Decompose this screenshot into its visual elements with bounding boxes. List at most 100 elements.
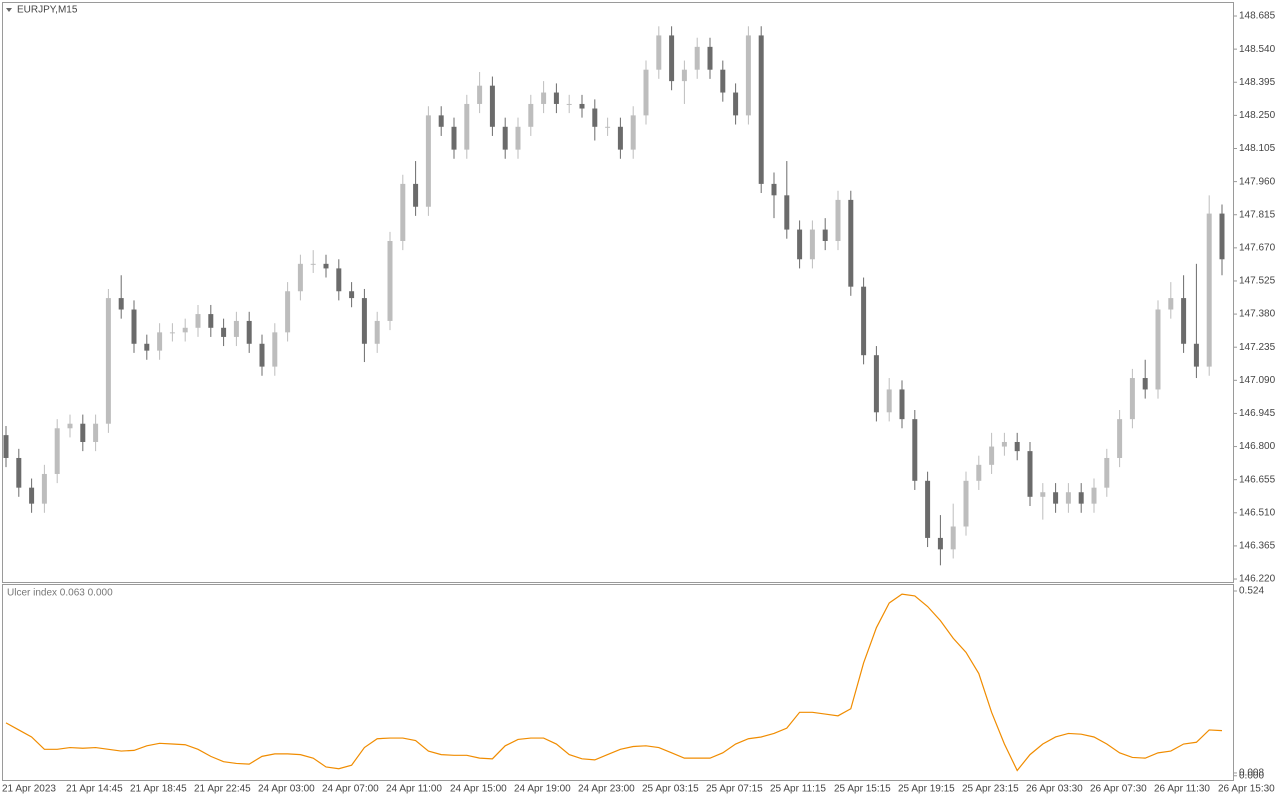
indicator-panel: [2, 584, 1234, 781]
candle-body: [1219, 213, 1225, 260]
y-tick-label: 147.815: [1239, 209, 1276, 220]
candle-body: [272, 332, 278, 367]
candle-body: [131, 309, 137, 344]
candle-body: [656, 35, 662, 70]
candle-body: [451, 126, 457, 150]
candle-body: [617, 126, 623, 150]
candle-body: [157, 332, 163, 351]
y-tick-label: 147.090: [1239, 375, 1276, 386]
x-tick-label: 25 Apr 19:15: [898, 784, 955, 795]
x-tick-label: 24 Apr 07:00: [322, 784, 379, 795]
candle-body: [464, 103, 470, 150]
candle-body: [963, 480, 969, 527]
candle-body: [1117, 419, 1123, 458]
x-tick-label: 21 Apr 18:45: [130, 784, 187, 795]
x-tick-label: 25 Apr 03:15: [642, 784, 699, 795]
candle-body: [182, 327, 188, 333]
candle-body: [694, 46, 700, 70]
x-tick-label: 21 Apr 22:45: [194, 784, 251, 795]
candle-body: [246, 320, 252, 344]
candle-body: [950, 526, 956, 550]
candle-body: [1040, 492, 1046, 497]
candle-body: [169, 332, 175, 334]
candle-body: [1014, 441, 1020, 452]
candle-body: [848, 199, 854, 287]
candle-body: [413, 183, 419, 207]
candle-body: [861, 286, 867, 356]
candle-body: [720, 69, 726, 93]
x-tick-label: 24 Apr 19:00: [514, 784, 571, 795]
candle-body: [400, 183, 406, 241]
candle-body: [809, 229, 815, 260]
candle-body: [835, 199, 841, 241]
candle-body: [502, 126, 508, 150]
candle-body: [886, 389, 892, 413]
x-tick-label: 26 Apr 15:30: [1218, 784, 1275, 795]
main-panel: [2, 2, 1234, 583]
candle-body: [989, 446, 995, 465]
candle-body: [925, 480, 931, 538]
candle-body: [361, 298, 367, 344]
chart-title: EURJPY,M15: [17, 5, 78, 16]
x-tick-label: 24 Apr 15:00: [450, 784, 507, 795]
candle-body: [1078, 492, 1084, 504]
x-tick-label: 21 Apr 14:45: [66, 784, 123, 795]
candle-body: [1027, 451, 1033, 497]
y-tick-label: 147.235: [1239, 342, 1276, 353]
candle-body: [707, 46, 713, 70]
y-tick-label: 147.525: [1239, 276, 1276, 287]
candle-body: [912, 419, 918, 481]
candle-body: [937, 537, 943, 550]
candle-body: [899, 389, 905, 420]
candle-body: [3, 435, 9, 458]
x-tick-label: 21 Apr 2023: [2, 784, 56, 795]
candle-body: [1065, 492, 1071, 504]
y-tick-label: 147.380: [1239, 309, 1276, 320]
y-tick-label: 146.220: [1239, 574, 1276, 585]
candle-body: [1053, 492, 1059, 504]
candle-body: [1181, 298, 1187, 344]
candle-body: [1129, 378, 1135, 420]
candle-body: [105, 298, 111, 424]
y-tick-label: 147.670: [1239, 242, 1276, 253]
candle-body: [93, 423, 99, 442]
indicator-line: [5, 593, 1223, 772]
candle-body: [323, 263, 329, 269]
candle-body: [1206, 213, 1212, 367]
y-tick-label: 148.250: [1239, 110, 1276, 121]
x-tick-label: 24 Apr 03:00: [258, 784, 315, 795]
y-tick-label: 148.105: [1239, 143, 1276, 154]
x-tick-label: 25 Apr 07:15: [706, 784, 763, 795]
candle-body: [745, 35, 751, 116]
candle-body: [336, 268, 342, 292]
candle-body: [733, 92, 739, 116]
candle-body: [310, 263, 316, 265]
candle-body: [374, 320, 380, 344]
menu-arrow[interactable]: [6, 8, 12, 12]
candle-body: [1091, 487, 1097, 504]
candle-body: [195, 314, 201, 328]
candle-body: [54, 428, 60, 474]
x-tick-label: 24 Apr 23:00: [578, 784, 635, 795]
candle-body: [515, 126, 521, 150]
candle-body: [771, 183, 777, 196]
candle-body: [41, 473, 47, 504]
candle-body: [259, 343, 265, 367]
y-tick-label: 148.395: [1239, 77, 1276, 88]
candle-body: [29, 487, 35, 504]
x-tick-label: 25 Apr 23:15: [962, 784, 1019, 795]
candle-body: [118, 298, 124, 310]
x-tick-label: 25 Apr 11:15: [770, 784, 826, 795]
y-tick-label: 146.945: [1239, 408, 1276, 419]
candle-body: [681, 69, 687, 82]
candle-body: [541, 92, 547, 104]
candle-body: [528, 103, 534, 127]
candle-body: [1168, 298, 1174, 310]
y-tick-label: 0.524: [1239, 586, 1264, 597]
candle-body: [233, 320, 239, 337]
candle-body: [553, 92, 559, 104]
candle-body: [425, 115, 431, 207]
candle-body: [438, 115, 444, 127]
candle-body: [1142, 378, 1148, 390]
candle-body: [221, 327, 227, 337]
